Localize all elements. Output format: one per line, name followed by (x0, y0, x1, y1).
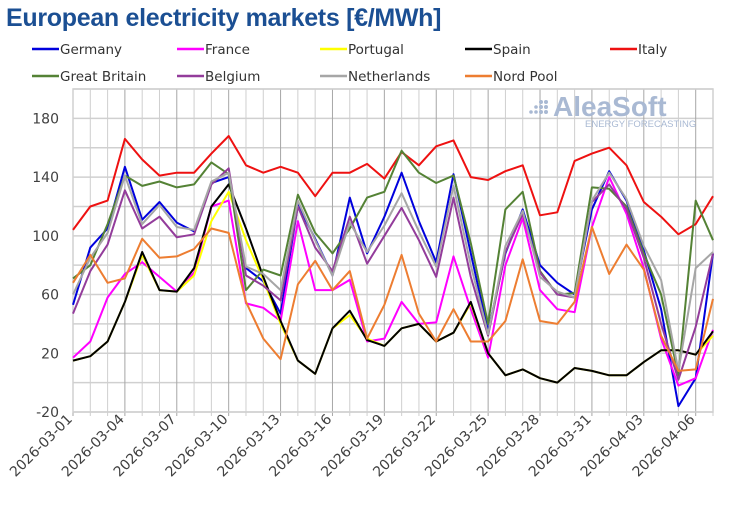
series-line-germany (72, 165, 714, 408)
x-axis: 2026-03-012026-03-042026-03-072026-03-10… (7, 411, 699, 480)
y-tick-label: -20 (36, 405, 59, 421)
series-line-italy (72, 135, 714, 236)
legend-label: Great Britain (60, 69, 146, 85)
aleasoft-logo: AleaSoft ENERGY FORECASTING (529, 91, 696, 130)
legend-item: Netherlands (320, 69, 430, 85)
series-line-netherlands (72, 171, 714, 372)
legend-item: Italy (610, 42, 667, 58)
legend-item: Spain (465, 42, 531, 58)
legend-label: Nord Pool (493, 69, 557, 85)
y-tick-label: 140 (32, 170, 59, 186)
legend-item: Belgium (177, 69, 260, 85)
legend-label: Netherlands (348, 69, 430, 85)
svg-text:AleaSoft: AleaSoft (553, 91, 667, 122)
legend-item: France (177, 42, 250, 58)
legend-label: Portugal (348, 42, 404, 58)
legend-label: Germany (60, 42, 122, 58)
chart-title: European electricity markets [€/MWh] (6, 4, 442, 32)
legend-item: Portugal (320, 42, 404, 58)
legend-label: Italy (638, 42, 667, 58)
svg-text:ENERGY FORECASTING: ENERGY FORECASTING (585, 119, 696, 130)
series-line-spain (72, 183, 714, 384)
series-lines (72, 135, 714, 408)
legend-item: Nord Pool (465, 69, 557, 85)
y-tick-label: 60 (41, 288, 59, 304)
y-axis: -20 20 60 100 140 180 (32, 111, 59, 421)
legend: Germany France Portugal Spain Italy Great Bri… (32, 42, 667, 85)
y-tick-label: 20 (41, 346, 59, 362)
legend-label: Belgium (205, 69, 260, 85)
plot-border (72, 88, 714, 413)
grid (72, 88, 714, 416)
legend-label: France (205, 42, 250, 58)
legend-item: Germany (32, 42, 122, 58)
series-line-belgium (72, 167, 714, 381)
series-line-nord-pool (72, 226, 714, 372)
y-tick-label: 100 (32, 229, 59, 245)
legend-label: Spain (493, 42, 531, 58)
y-tick-label: 180 (32, 111, 59, 127)
legend-item: Great Britain (32, 69, 146, 85)
